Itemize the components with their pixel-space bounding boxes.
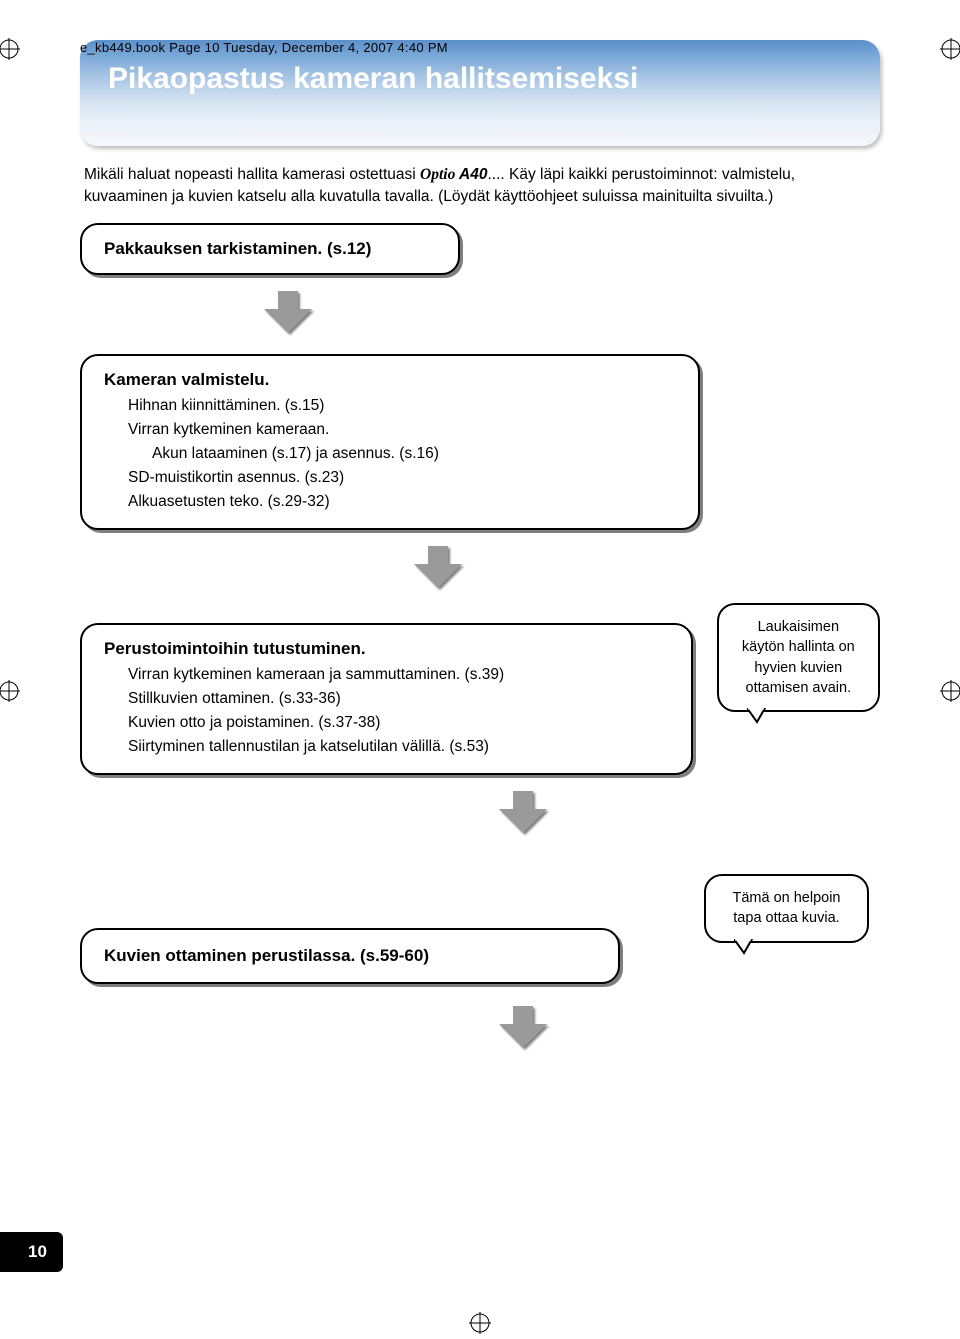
arrow-down-icon bbox=[80, 1006, 880, 1055]
step4-title: Kuvien ottaminen perustilassa. (s.59-60) bbox=[104, 946, 596, 966]
product-model-text: A40 bbox=[455, 166, 487, 183]
step3-line1: Virran kytkeminen kameraan ja sammuttami… bbox=[104, 663, 669, 687]
step2-line4: SD-muistikortin asennus. (s.23) bbox=[104, 466, 676, 490]
crop-mark-icon bbox=[940, 38, 960, 60]
step-box-packaging-check: Pakkauksen tarkistaminen. (s.12) bbox=[80, 223, 460, 275]
crop-mark-icon bbox=[0, 680, 20, 702]
step2-line1: Hihnan kiinnittäminen. (s.15) bbox=[104, 394, 676, 418]
running-head: e_kb449.book Page 10 Tuesday, December 4… bbox=[80, 40, 448, 55]
speech-tail-icon bbox=[747, 708, 769, 724]
step3-line2: Stillkuvien ottaminen. (s.33-36) bbox=[104, 687, 669, 711]
callout1-text: Laukaisimen käytön hallinta on hyvien ku… bbox=[742, 619, 855, 696]
crop-mark-icon bbox=[940, 680, 960, 702]
step-box-camera-preparation: Kameran valmistelu. Hihnan kiinnittämine… bbox=[80, 354, 700, 530]
crop-mark-icon bbox=[0, 38, 20, 60]
step-box-basic-functions: Perustoimintoihin tutustuminen. Virran k… bbox=[80, 623, 693, 775]
step1-title: Pakkauksen tarkistaminen. (s.12) bbox=[104, 239, 436, 259]
page-title: Pikaopastus kameran hallitsemiseksi bbox=[108, 62, 638, 95]
step2-line5: Alkuasetusten teko. (s.29-32) bbox=[104, 490, 676, 514]
callout-shutter-key: Laukaisimen käytön hallinta on hyvien ku… bbox=[717, 603, 880, 712]
arrow-down-icon bbox=[80, 546, 880, 595]
intro-paragraph: Mikäli haluat nopeasti hallita kamerasi … bbox=[80, 164, 880, 209]
step-box-basic-shooting: Kuvien ottaminen perustilassa. (s.59-60) bbox=[80, 928, 620, 984]
page-number-tab: 10 bbox=[0, 1232, 63, 1272]
step3-title: Perustoimintoihin tutustuminen. bbox=[104, 639, 669, 659]
callout2-text: Tämä on helpoin tapa ottaa kuvia. bbox=[732, 890, 840, 926]
callout-easiest-way: Tämä on helpoin tapa ottaa kuvia. bbox=[704, 874, 869, 943]
speech-tail-icon bbox=[734, 939, 756, 955]
intro-text-1b: .... Käy läpi bbox=[488, 166, 565, 183]
step3-line3: Kuvien otto ja poistaminen. (s.37-38) bbox=[104, 711, 669, 735]
product-logo-text: Optio bbox=[420, 166, 455, 183]
step2-title: Kameran valmistelu. bbox=[104, 370, 676, 390]
arrow-down-icon bbox=[80, 291, 880, 340]
step2-line2: Virran kytkeminen kameraan. bbox=[104, 418, 676, 442]
page-title-banner: Pikaopastus kameran hallitsemiseksi bbox=[80, 40, 880, 146]
intro-text-1a: Mikäli haluat nopeasti hallita kamerasi … bbox=[84, 166, 420, 183]
step2-line3: Akun lataaminen (s.17) ja asennus. (s.16… bbox=[104, 442, 676, 466]
crop-mark-icon bbox=[469, 1312, 491, 1334]
arrow-down-icon bbox=[80, 791, 880, 840]
page-number: 10 bbox=[28, 1242, 47, 1261]
step3-line4: Siirtyminen tallennustilan ja katselutil… bbox=[104, 735, 669, 759]
